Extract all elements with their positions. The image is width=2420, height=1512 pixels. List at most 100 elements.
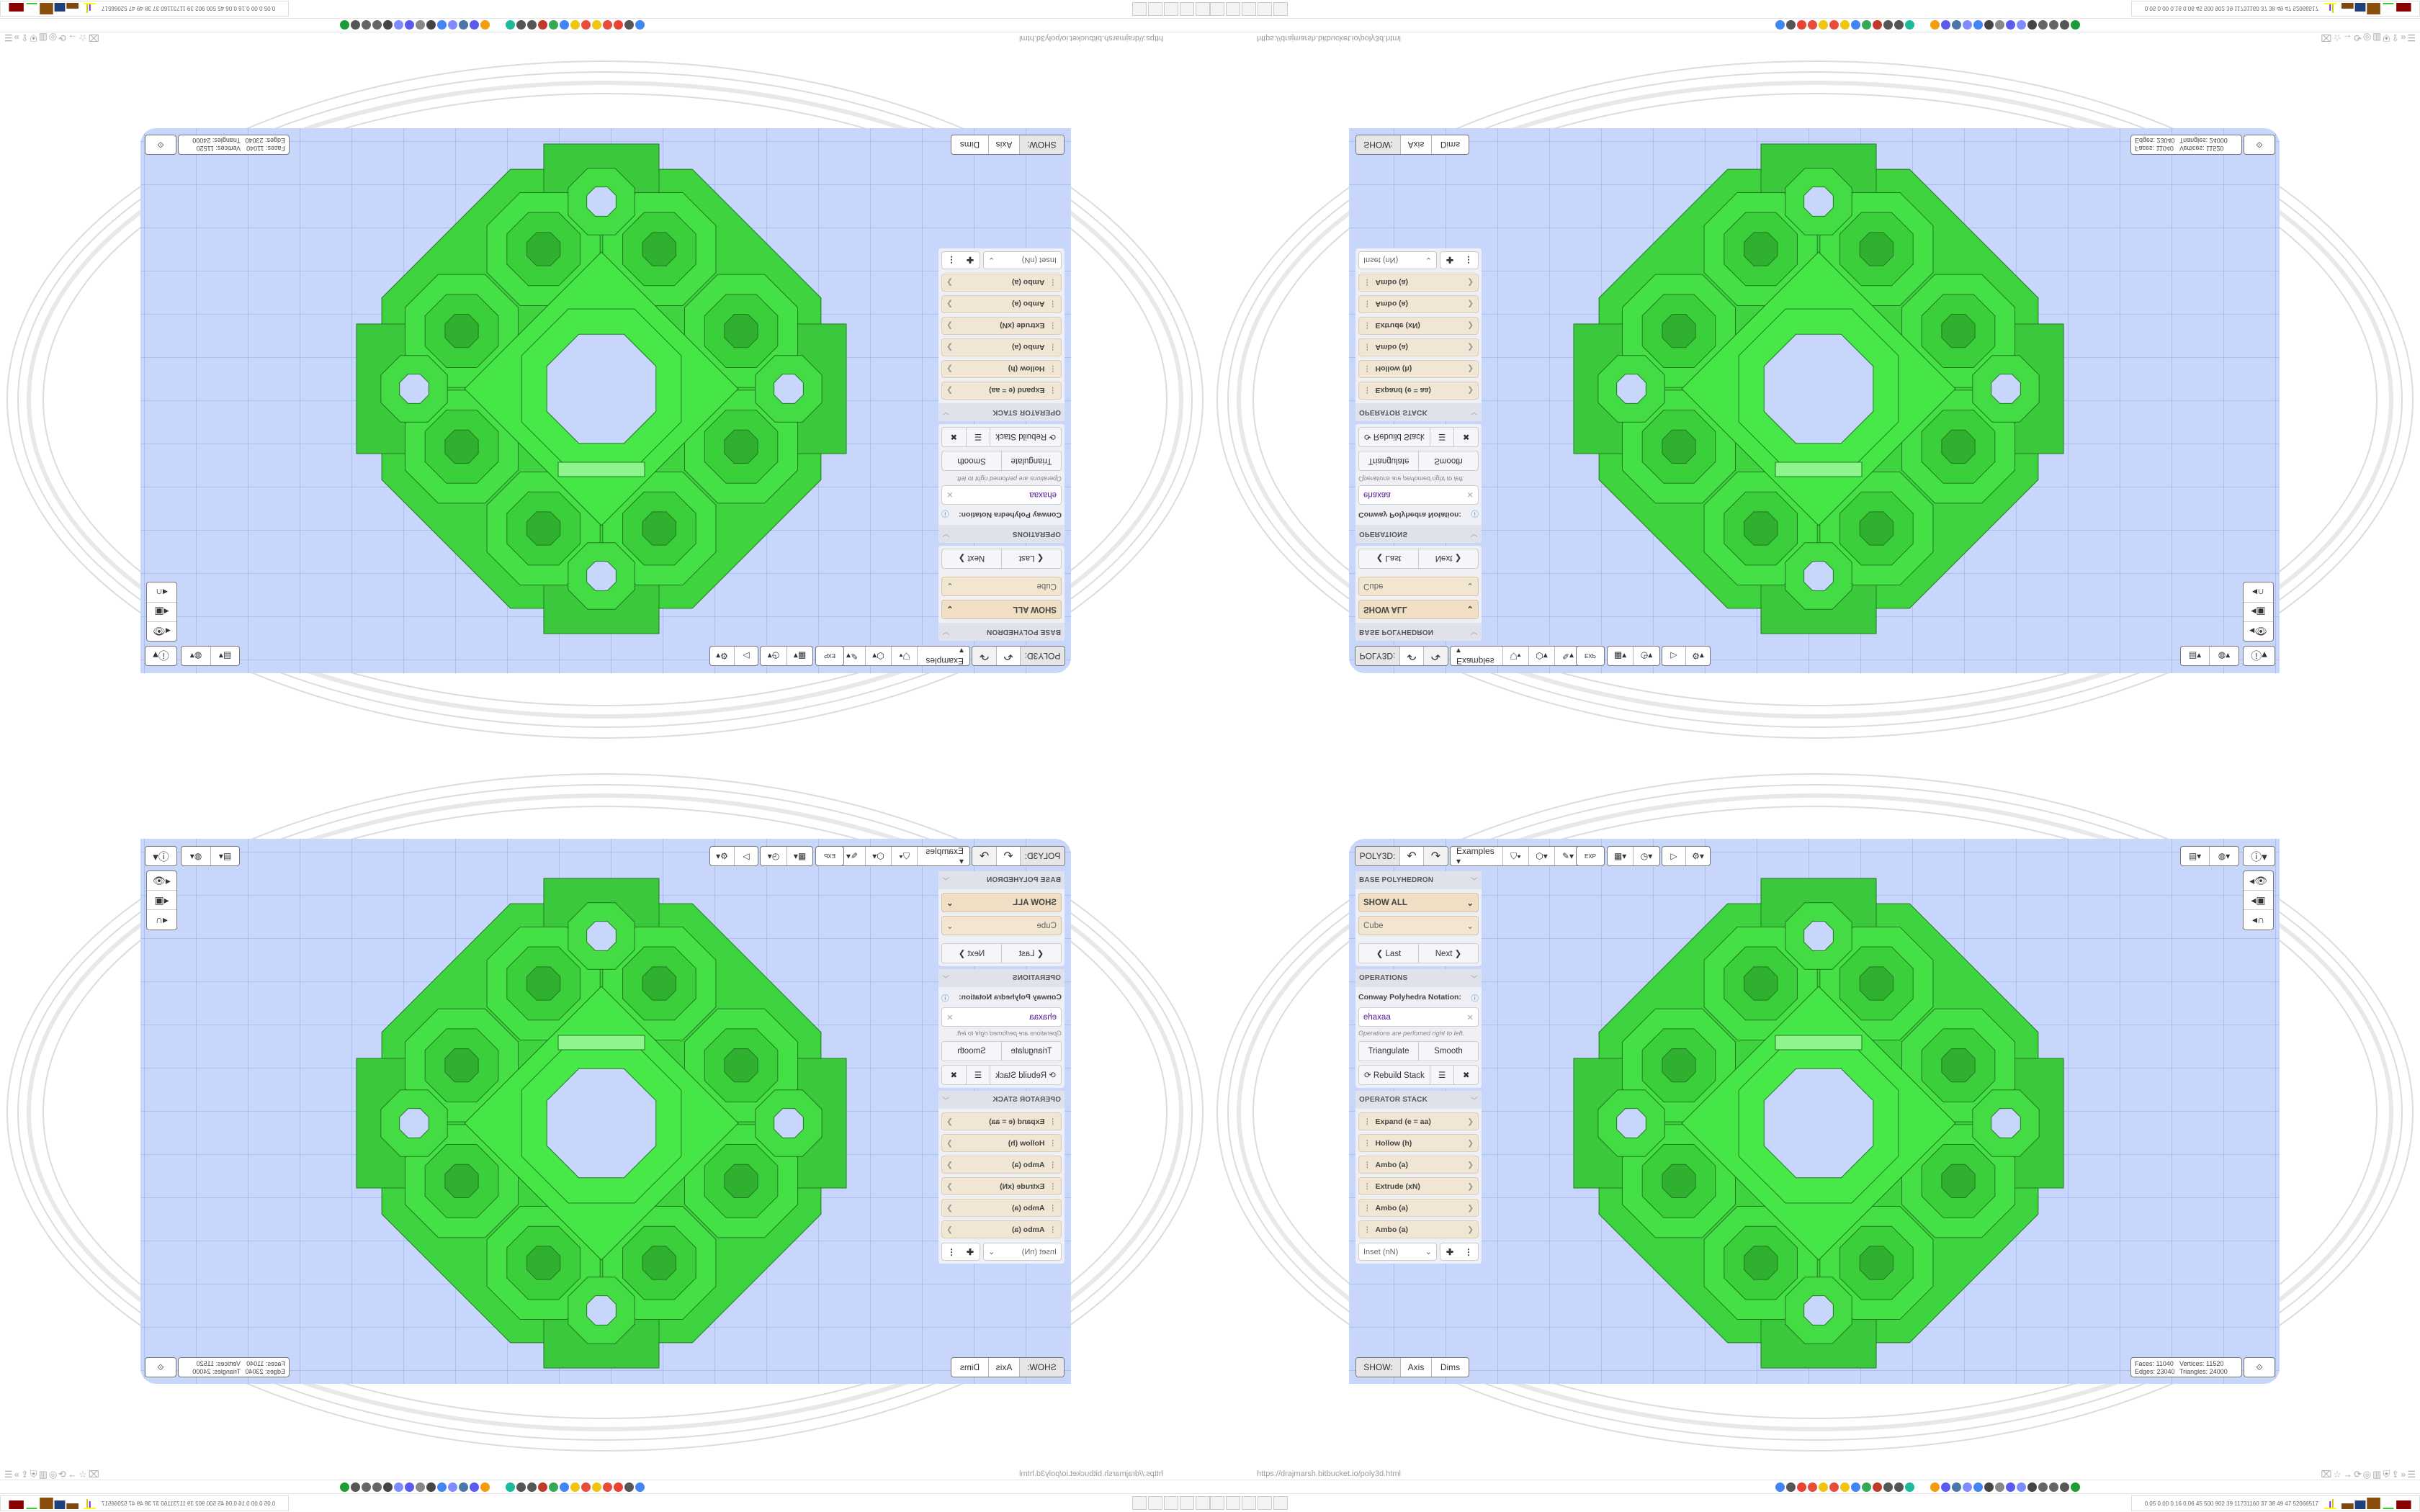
filter-select[interactable]: SHOW ALL ⌄ <box>941 893 1062 912</box>
bookmark-icon[interactable] <box>549 1482 558 1492</box>
calendar-clock-icon[interactable]: ▤▾ <box>2181 847 2210 865</box>
dims-toggle[interactable]: Dims <box>959 1362 980 1372</box>
drag-handle-icon[interactable]: ⋮ <box>1049 343 1057 352</box>
terminal-icon[interactable] <box>1273 1496 1288 1510</box>
bookmark-icon[interactable] <box>394 1482 403 1492</box>
chevron-right-icon[interactable]: ❯ <box>1467 386 1474 395</box>
bookmark-icon[interactable] <box>459 1482 468 1492</box>
drag-handle-icon[interactable]: ⋮ <box>1049 364 1057 374</box>
play-icon[interactable]: ▷ <box>1662 847 1686 865</box>
bookmark-icon[interactable] <box>1973 1482 1983 1492</box>
info-icon[interactable]: ⓘ <box>1471 994 1479 1003</box>
bookmark-icon[interactable] <box>1786 1482 1796 1492</box>
bookmark-icon[interactable] <box>1797 20 1806 30</box>
operator-stack-item[interactable]: ⋮ Ambo (a) ❯ <box>1358 1199 1479 1217</box>
bookmark-icon[interactable] <box>1941 20 1950 30</box>
bookmark-icon[interactable] <box>538 20 547 30</box>
filter-select[interactable]: SHOW ALL ⌄ <box>1358 600 1479 619</box>
calendar-icon[interactable]: ▦▾ <box>1608 847 1634 865</box>
info-icon[interactable]: ⓘ <box>941 509 949 518</box>
more-icon[interactable]: ⋮ <box>947 255 956 266</box>
bookmark-icon[interactable] <box>1883 1482 1893 1492</box>
settings-icon[interactable]: ⚙▾ <box>716 851 728 861</box>
drag-handle-icon[interactable]: ⋮ <box>1049 300 1057 309</box>
floppy-32-icon[interactable] <box>1148 1496 1162 1510</box>
bookmark-icon[interactable] <box>437 20 447 30</box>
drag-handle-icon[interactable]: ⋮ <box>1363 321 1371 330</box>
bookmark-icon[interactable] <box>2060 1482 2069 1492</box>
notation-value[interactable]: ehaxaa <box>1363 1012 1391 1022</box>
fit-view-icon[interactable]: ⟐ <box>157 140 164 150</box>
bookmark-icon[interactable] <box>516 1482 526 1492</box>
info-icon[interactable]: ⓘ▾ <box>153 649 169 662</box>
calendar-clock-icon[interactable]: ▤▾ <box>210 647 239 665</box>
operations-header[interactable]: OPERATIONS ﹀ <box>1355 525 1482 543</box>
drag-handle-icon[interactable]: ⋮ <box>1363 278 1371 287</box>
globe-icon[interactable]: ◍▾ <box>2218 651 2231 661</box>
chevron-right-icon[interactable]: ❯ <box>946 300 953 309</box>
notepad-icon[interactable] <box>1196 2 1210 16</box>
bookmark-icon[interactable] <box>2038 20 2048 30</box>
bookmark-icon[interactable] <box>592 20 601 30</box>
cube-play-icon[interactable]: ⬡▾ <box>1529 847 1555 865</box>
calendar-icon[interactable]: ▦▾ <box>786 847 812 865</box>
info-icon[interactable]: ⓘ <box>1471 509 1479 518</box>
notepad-icon[interactable] <box>1210 2 1224 16</box>
axis-toggle[interactable]: Axis <box>988 135 1019 154</box>
browser-toolbar-icons[interactable]: ⌧☆→⟳◎▥⛨⇪»☰ <box>3 32 99 43</box>
axis-toggle[interactable]: Axis <box>1401 1358 1432 1377</box>
operator-stack-item[interactable]: ⋮ Hollow (h) ❯ <box>941 360 1062 378</box>
bookmark-icon[interactable] <box>2060 20 2069 30</box>
magnet-icon[interactable]: ◂∩ <box>2251 587 2265 598</box>
next-button[interactable]: Next ❯ <box>1435 950 1462 958</box>
drag-handle-icon[interactable]: ⋮ <box>1363 1203 1371 1212</box>
operations-header[interactable]: OPERATIONS ﹀ <box>938 525 1065 543</box>
bookmark-icon[interactable] <box>635 20 645 30</box>
bookmark-icon[interactable] <box>2006 1482 2015 1492</box>
smooth-button[interactable]: Smooth <box>957 456 986 465</box>
cube-play-icon[interactable]: ⬡▾ <box>1529 647 1555 665</box>
bookmark-icon[interactable] <box>1952 20 1961 30</box>
toggle-icon[interactable]: ◂▣ <box>2244 891 2273 910</box>
export-icon[interactable]: EXP <box>1584 852 1596 860</box>
info-icon[interactable]: ⓘ▾ <box>2251 649 2267 662</box>
triangulate-button[interactable]: Triangulate <box>1359 1042 1419 1061</box>
dims-toggle[interactable]: Dims <box>1440 140 1461 150</box>
chevron-right-icon[interactable]: ❯ <box>946 343 953 352</box>
bookmark-icon[interactable] <box>527 1482 537 1492</box>
bookmark-icon[interactable] <box>1963 20 1972 30</box>
chevron-right-icon[interactable]: ❯ <box>946 386 953 395</box>
paint-bucket-icon[interactable]: ⛉▾ <box>1503 847 1529 865</box>
fit-view-icon[interactable]: ⟐ <box>157 1362 164 1372</box>
bookmark-icon[interactable] <box>1995 1482 2004 1492</box>
undo-button[interactable]: ↶ <box>996 647 1020 665</box>
axis-toggle[interactable]: Axis <box>988 1358 1019 1377</box>
operator-stack-item[interactable]: ⋮ Hollow (h) ❯ <box>941 1134 1062 1152</box>
dims-toggle[interactable]: Dims <box>1440 1362 1461 1372</box>
drag-handle-icon[interactable]: ⋮ <box>1363 386 1371 395</box>
bookmark-icon[interactable] <box>1808 1482 1817 1492</box>
bookmark-icon[interactable] <box>437 1482 447 1492</box>
eye-icon[interactable]: ◂👁 <box>2244 621 2273 641</box>
notation-value[interactable]: ehaxaa <box>1029 1012 1057 1022</box>
bookmark-icon[interactable] <box>570 20 580 30</box>
triangulate-button[interactable]: Triangulate <box>1359 451 1419 470</box>
operator-stack-item[interactable]: ⋮ Extrude (xN) ❯ <box>1358 317 1479 335</box>
magnet-icon[interactable]: ◂∩ <box>155 587 169 598</box>
bookmark-icon[interactable] <box>1984 20 1994 30</box>
cube-play-icon[interactable]: ⬡▾ <box>865 647 891 665</box>
list-icon[interactable]: ☰ <box>1430 428 1455 446</box>
operator-stack-item[interactable]: ⋮ Expand (e = aa) ❯ <box>1358 1112 1479 1130</box>
bookmark-icon[interactable] <box>2049 1482 2058 1492</box>
bookmark-icon[interactable] <box>426 1482 436 1492</box>
bookmark-icon[interactable] <box>1862 1482 1871 1492</box>
3d-viewport[interactable] <box>1349 128 2280 673</box>
operator-stack-item[interactable]: ⋮ Extrude (xN) ❯ <box>941 317 1062 335</box>
browser-toolbar-icons[interactable]: ⌧☆→⟳◎▥⛨⇪»☰ <box>2321 32 2417 43</box>
redo-button[interactable]: ↷ <box>972 647 996 665</box>
bookmark-icon[interactable] <box>506 1482 515 1492</box>
chevron-right-icon[interactable]: ❯ <box>946 1225 953 1234</box>
calendar-clock-icon[interactable]: ▤▾ <box>2181 647 2210 665</box>
globe-icon[interactable]: ◍▾ <box>189 851 202 861</box>
last-button[interactable]: ❮ Last <box>1359 944 1419 963</box>
